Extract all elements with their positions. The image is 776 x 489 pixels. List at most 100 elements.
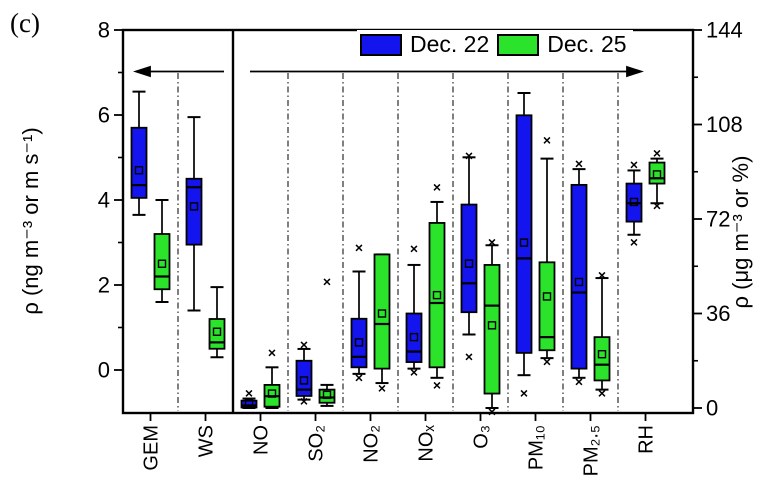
- legend: Dec. 22 Dec. 25: [357, 30, 633, 59]
- x-axis: GEM WS NO SO₂ NO₂ NOₓ O₃ PM₁₀ PM₂.₅ RH: [141, 413, 658, 476]
- left-tick-label: 6: [98, 103, 110, 128]
- outlier-marker: ×: [598, 267, 606, 283]
- right-arrow-head-icon: [626, 65, 644, 78]
- mean-marker: [267, 389, 277, 398]
- boxplot-O₃-dec25: ××: [483, 234, 501, 419]
- mean-marker: [542, 292, 552, 301]
- outlier-marker: ×: [598, 385, 606, 401]
- category-gridlines: [177, 30, 619, 413]
- x-axis-label-5: NO₂: [361, 425, 383, 463]
- outlier-marker: ×: [653, 197, 661, 213]
- outlier-marker: ×: [410, 241, 418, 257]
- mean-marker: [652, 170, 662, 179]
- mean-marker: [244, 399, 254, 408]
- axis-pointer-arrows: [133, 65, 644, 78]
- boxplot-NO-dec25: ×: [263, 344, 281, 409]
- x-axis-label-2: WS: [196, 425, 218, 457]
- outlier-marker: ×: [465, 348, 473, 364]
- left-axis-title: ρ (ng m⁻³ or m s⁻¹): [18, 127, 43, 314]
- outlier-marker: ×: [323, 274, 331, 290]
- mean-marker: [519, 238, 529, 247]
- outlier-marker: ×: [630, 234, 638, 250]
- right-axis-title: ρ (μg m⁻³ or %): [728, 156, 753, 309]
- mean-marker: [432, 290, 442, 300]
- x-axis-label-6: NOₓ: [416, 425, 438, 462]
- boxplot-NOₓ-dec22: ××: [405, 241, 423, 380]
- mean-marker: [212, 327, 222, 336]
- figure-panel-label: (c): [10, 8, 40, 38]
- x-axis-label-3: NO: [251, 425, 273, 455]
- boxplot-PM₁₀-dec25: ××: [538, 132, 556, 370]
- right-tick-label: 108: [706, 112, 743, 137]
- mean-marker: [322, 390, 332, 400]
- x-axis-label-10: RH: [636, 425, 658, 454]
- boxplot-RH-dec22: ××: [625, 157, 643, 250]
- right-tick-label: 36: [706, 301, 730, 326]
- legend-swatch-dec25: [497, 33, 540, 56]
- outlier-marker: ×: [410, 364, 418, 380]
- x-axis-label-9: PM₂.₅: [581, 425, 603, 476]
- mean-marker: [299, 376, 309, 385]
- boxplot-NO₂-dec22: ××: [350, 239, 368, 385]
- boxplot-GEM-dec25: [153, 199, 171, 303]
- mean-marker: [377, 309, 387, 318]
- boxplot-GEM-dec22: [130, 90, 148, 216]
- outlier-marker: ×: [630, 157, 638, 173]
- boxplot-WS-dec25: [208, 286, 226, 359]
- mean-marker: [597, 349, 607, 359]
- outlier-marker: ×: [433, 377, 441, 393]
- mean-marker: [409, 332, 419, 342]
- right-tick-label: 72: [706, 207, 730, 232]
- boxplot-WS-dec22: [185, 116, 203, 312]
- right-tick-label: 144: [706, 18, 743, 43]
- left-arrow-head-icon: [133, 65, 151, 78]
- left-tick-label: 0: [98, 358, 110, 383]
- outlier-marker: ×: [300, 337, 308, 353]
- left-axis: 0 2 4 6 8 ρ (ng m⁻³ or m s⁻¹): [18, 18, 123, 383]
- x-axis-label-7: O₃: [471, 425, 493, 449]
- boxplot-RH-dec25: ××: [648, 145, 666, 213]
- boxplot-NO₂-dec25: ×: [373, 253, 391, 396]
- boxplot-SO₂-dec25: ×: [318, 274, 336, 407]
- mean-marker: [629, 197, 639, 207]
- mean-marker: [189, 202, 199, 211]
- boxplot-PM₂.₅-dec25: ××: [593, 267, 611, 401]
- mean-marker: [464, 259, 474, 268]
- outlier-marker: ×: [433, 179, 441, 195]
- boxplot-NOₓ-dec25: ××: [428, 179, 446, 393]
- legend-swatch-dec22: [360, 33, 402, 56]
- outlier-marker: ×: [543, 354, 551, 370]
- outlier-marker: ×: [378, 380, 386, 396]
- outlier-marker: ×: [575, 373, 583, 389]
- mean-marker: [354, 338, 364, 347]
- outlier-marker: ×: [520, 385, 528, 401]
- outlier-marker: ×: [488, 403, 496, 419]
- legend-label-dec25: Dec. 25: [547, 31, 627, 57]
- left-tick-label: 8: [98, 18, 110, 43]
- mean-marker: [487, 321, 497, 330]
- outlier-marker: ×: [488, 234, 496, 250]
- boxplot-SO₂-dec22: ××: [295, 337, 313, 409]
- x-axis-label-8: PM₁₀: [526, 425, 548, 470]
- x-axis-label-1: GEM: [141, 425, 163, 471]
- outlier-marker: ×: [268, 344, 276, 360]
- outlier-marker: ×: [465, 148, 473, 164]
- outlier-marker: ×: [653, 145, 661, 161]
- mean-marker: [134, 166, 144, 175]
- mean-marker: [157, 259, 167, 268]
- legend-label-dec22: Dec. 22: [410, 31, 490, 57]
- left-tick-label: 4: [98, 188, 110, 213]
- outlier-marker: ×: [355, 369, 363, 385]
- outlier-marker: ×: [543, 132, 551, 148]
- x-axis-label-4: SO₂: [306, 425, 328, 462]
- boxplot-PM₂.₅-dec22: ××: [570, 155, 588, 389]
- boxplot-PM₁₀-dec22: ×: [515, 92, 533, 401]
- left-tick-label: 2: [98, 273, 110, 298]
- boxplot-O₃-dec22: ××: [460, 148, 478, 364]
- outlier-marker: ×: [245, 385, 253, 401]
- mean-marker: [574, 277, 584, 287]
- outlier-marker: ×: [300, 393, 308, 409]
